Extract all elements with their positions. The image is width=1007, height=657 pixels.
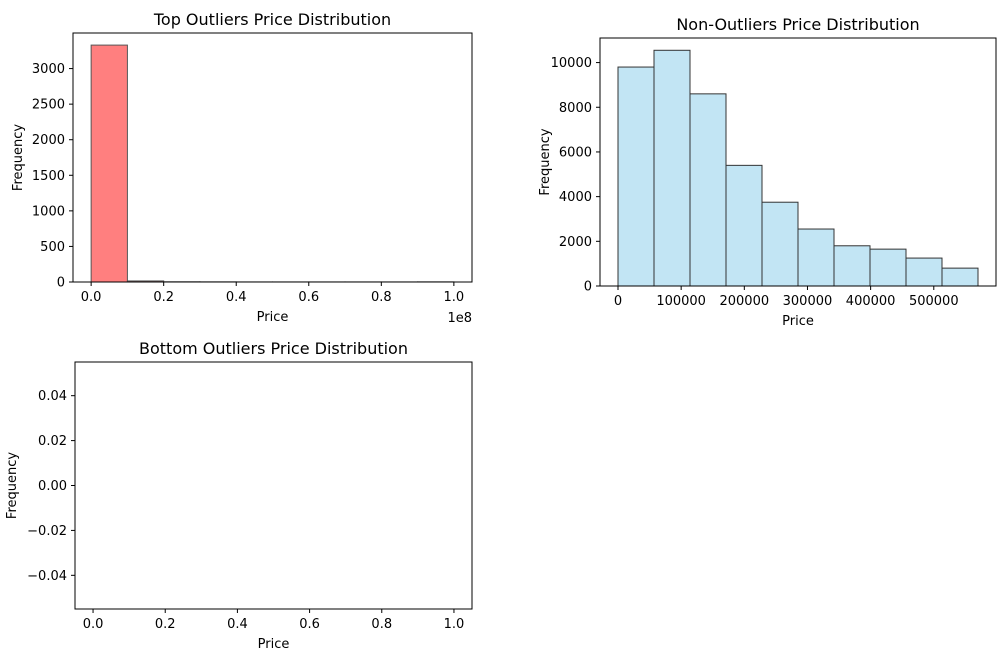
non-outliers-xtick-label: 100000 <box>656 294 706 309</box>
bottom-outliers-xtick-label: 0.8 <box>371 617 392 632</box>
non-outliers-ytick-label: 10000 <box>551 56 592 71</box>
non-outliers-bar-9 <box>905 257 943 287</box>
bottom-outliers-ytick-label: 0.04 <box>38 389 67 404</box>
bottom-outliers-ytick-label: 0.02 <box>38 434 67 449</box>
non-outliers-xtick-label: 0 <box>614 294 622 309</box>
top-outliers-bar-1 <box>90 44 128 283</box>
top-outliers-ytick-label: 0 <box>57 276 65 291</box>
top-outliers-xlabel: Price <box>257 310 289 325</box>
top-outliers-xtick-label: 0.6 <box>298 290 319 305</box>
top-outliers-axes-frame <box>72 32 473 283</box>
top-outliers-ytick-label: 500 <box>40 240 65 255</box>
top-outliers-ytick-label: 3000 <box>32 62 65 77</box>
top-outliers-ytick-label: 1000 <box>32 204 65 219</box>
top-outliers-xtick-label: 0.4 <box>226 290 247 305</box>
non-outliers-bar-4 <box>725 164 763 287</box>
non-outliers-xtick-label: 500000 <box>909 294 959 309</box>
bottom-outliers-axes-frame <box>74 361 473 610</box>
non-outliers-bar-2 <box>653 49 691 287</box>
non-outliers-ytick-label: 2000 <box>559 235 592 250</box>
non-outliers-bar-10 <box>941 267 979 287</box>
non-outliers-ytick-label: 4000 <box>559 190 592 205</box>
top-outliers-ytick-label: 2500 <box>32 98 65 113</box>
non-outliers-bar-5 <box>761 201 799 287</box>
top-outliers-ylabel: Frequency <box>11 124 26 191</box>
bottom-outliers-xtick-label: 0.6 <box>299 617 320 632</box>
bottom-outliers-title: Bottom Outliers Price Distribution <box>139 339 408 358</box>
top-outliers-xtick-label: 1.0 <box>444 290 465 305</box>
top-outliers-xtick-label: 0.8 <box>371 290 392 305</box>
top-outliers-ytick-label: 2000 <box>32 133 65 148</box>
top-outliers-ytick-label: 1500 <box>32 169 65 184</box>
top-outliers-chart: Top Outliers Price Distribution Price Fr… <box>11 10 473 326</box>
top-outliers-xtick-label: 0.2 <box>153 290 174 305</box>
bottom-outliers-xtick-label: 0.0 <box>83 617 104 632</box>
non-outliers-title: Non-Outliers Price Distribution <box>676 15 919 34</box>
non-outliers-axes-frame <box>599 37 997 287</box>
non-outliers-ytick-label: 8000 <box>559 101 592 116</box>
non-outliers-chart: Non-Outliers Price Distribution Price Fr… <box>538 15 997 329</box>
top-outliers-x-offset-label: 1e8 <box>447 311 472 326</box>
non-outliers-ytick-label: 0 <box>584 280 592 295</box>
non-outliers-xtick-label: 200000 <box>719 294 769 309</box>
non-outliers-ylabel: Frequency <box>538 128 553 195</box>
non-outliers-bar-3 <box>689 93 727 287</box>
bottom-outliers-ytick-label: −0.02 <box>27 524 67 539</box>
bottom-outliers-xlabel: Price <box>258 637 290 652</box>
non-outliers-xlabel: Price <box>782 314 814 329</box>
bottom-outliers-ytick-label: −0.04 <box>27 569 67 584</box>
bottom-outliers-xtick-label: 1.0 <box>444 617 465 632</box>
non-outliers-bar-1 <box>617 66 655 287</box>
bottom-outliers-ylabel: Frequency <box>5 452 20 519</box>
non-outliers-ytick-label: 6000 <box>559 145 592 160</box>
non-outliers-xtick-label: 400000 <box>846 294 896 309</box>
top-outliers-xtick-label: 0.0 <box>81 290 102 305</box>
non-outliers-bar-7 <box>833 245 871 287</box>
bottom-outliers-xtick-label: 0.4 <box>227 617 248 632</box>
non-outliers-xtick-label: 300000 <box>783 294 833 309</box>
top-outliers-title: Top Outliers Price Distribution <box>153 10 391 29</box>
non-outliers-bar-8 <box>869 248 907 287</box>
bottom-outliers-xtick-label: 0.2 <box>155 617 176 632</box>
bottom-outliers-ytick-label: 0.00 <box>38 479 67 494</box>
bottom-outliers-chart: Bottom Outliers Price Distribution Price… <box>5 339 473 652</box>
non-outliers-bar-6 <box>797 228 835 287</box>
